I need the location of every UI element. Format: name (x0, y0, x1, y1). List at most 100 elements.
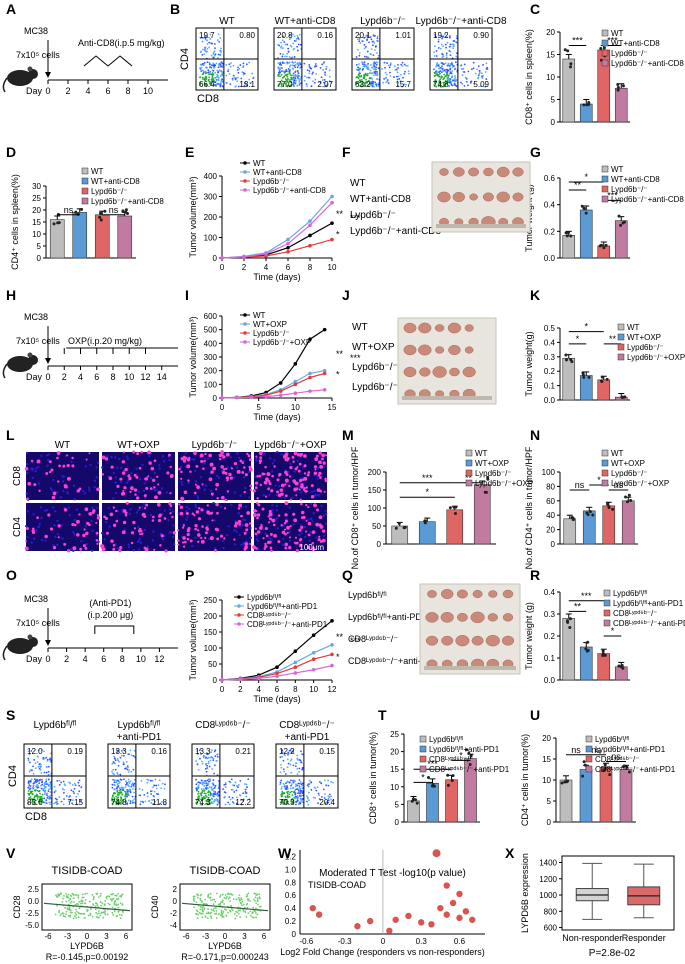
nucleus-dot (163, 509, 166, 512)
flow-event-dot (401, 65, 404, 67)
flow-event-dot (280, 795, 283, 798)
flow-event-dot (292, 42, 295, 45)
stained-cell-dot (276, 478, 280, 482)
flow-event-dot (294, 796, 297, 799)
stained-cell-dot (200, 459, 204, 463)
series-point (264, 252, 268, 256)
stained-cell-dot (195, 510, 200, 514)
scatter-point (213, 898, 216, 901)
flow-event-dot (215, 84, 217, 87)
scatter-point (94, 908, 97, 911)
nucleus-dot (194, 480, 198, 483)
stained-cell-dot (298, 462, 302, 466)
stained-cell-dot (280, 524, 283, 527)
flow-event-dot (280, 41, 282, 44)
nucleus-dot (33, 537, 36, 540)
if-image (178, 503, 251, 551)
flow-event-dot (283, 784, 286, 787)
scatter-point (220, 911, 223, 914)
flow-event-dot (434, 80, 437, 83)
stained-cell-dot (130, 486, 134, 491)
flow-event-dot (295, 803, 297, 806)
stained-cell-dot (255, 455, 258, 458)
nucleus-dot (172, 524, 175, 527)
photo-row-label: Lypd6b⁻/⁻ (350, 210, 396, 221)
stained-cell-dot (133, 473, 137, 477)
stained-cell-dot (195, 464, 199, 468)
flow-event-dot (235, 85, 237, 88)
flow-event-dot (112, 778, 115, 781)
flow-event-dot (290, 771, 293, 774)
flow-event-dot (34, 762, 37, 765)
flow-event-dot (307, 803, 310, 806)
flow-event-dot (291, 77, 293, 79)
scatter-point (197, 913, 200, 916)
flow-title: +anti-PD1 (117, 732, 162, 743)
stained-cell-dot (169, 492, 172, 495)
scatter-point (245, 915, 248, 918)
flow-event-dot (292, 799, 295, 802)
nucleus-dot (75, 508, 79, 511)
flow-event-dot (374, 73, 377, 76)
nucleus-dot (96, 461, 100, 465)
data-point (52, 222, 56, 226)
flow-event-dot (285, 80, 288, 83)
flow-event-dot (53, 802, 56, 805)
flow-event-dot (197, 768, 200, 771)
flow-event-dot (308, 72, 311, 75)
volcano-point (405, 912, 412, 920)
flow-event-dot (444, 62, 447, 65)
flow-event-dot (286, 781, 288, 783)
flow-event-dot (80, 799, 82, 802)
flow-event-dot (196, 750, 199, 753)
flow-event-dot (433, 84, 436, 87)
flow-event-dot (281, 39, 284, 42)
series-point (293, 362, 298, 366)
data-point (453, 511, 457, 515)
stained-cell-dot (172, 531, 176, 535)
flow-event-dot (296, 754, 299, 757)
stained-cell-dot (315, 454, 319, 458)
scatter-point (223, 896, 226, 899)
scatter-point (199, 905, 202, 908)
data-point (621, 84, 625, 88)
flow-event-dot (54, 797, 57, 800)
scatter-point (96, 913, 99, 915)
flow-event-dot (324, 802, 327, 805)
flow-event-dot (231, 796, 234, 799)
flow-event-dot (288, 38, 291, 41)
flow-event-dot (451, 84, 454, 87)
flow-event-dot (239, 794, 242, 797)
flow-event-dot (208, 41, 211, 44)
flow-event-dot (285, 800, 288, 803)
flow-event-dot (449, 43, 452, 46)
quadrant-value-q1: 20.1 (355, 31, 371, 40)
flow-event-dot (113, 781, 116, 784)
significance-label: ** (574, 601, 582, 611)
flow-event-dot (295, 801, 298, 803)
nucleus-dot (46, 458, 50, 462)
scatter-point (117, 906, 120, 909)
flow-event-dot (283, 41, 286, 43)
panel-letter-S: S (6, 707, 15, 723)
flow-event-dot (320, 782, 323, 785)
flow-event-dot (294, 789, 297, 792)
flow-event-dot (463, 85, 466, 87)
flow-event-dot (242, 65, 245, 67)
scatter-point (89, 907, 92, 910)
scatter-point (75, 903, 78, 905)
nucleus-dot (93, 486, 97, 489)
flow-event-dot (303, 75, 306, 77)
flow-event-dot (73, 792, 75, 795)
stained-cell-dot (56, 451, 61, 455)
scatter-point (195, 901, 198, 904)
flow-event-dot (208, 76, 211, 79)
flow-event-dot (359, 72, 362, 75)
stained-cell-dot (136, 496, 140, 500)
flow-event-dot (287, 62, 290, 64)
stained-cell-dot (112, 523, 117, 527)
nucleus-dot (172, 502, 176, 506)
flow-title: WT (219, 16, 235, 27)
scatter-point (82, 896, 85, 899)
x-tick-label: 0 (223, 932, 228, 941)
